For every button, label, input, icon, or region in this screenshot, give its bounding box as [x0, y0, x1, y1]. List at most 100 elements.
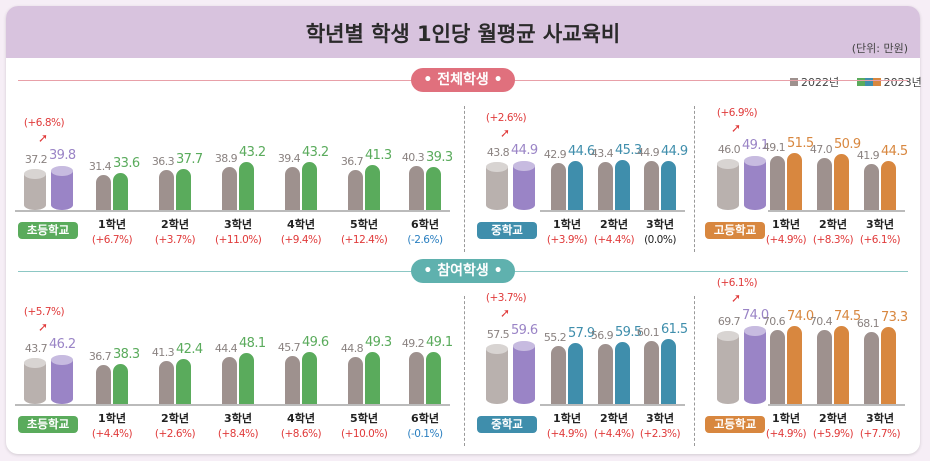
total-cylinder-2022 [486, 343, 508, 404]
total-cylinder-2023 [744, 155, 766, 210]
school-badge-high: 고등학교 [705, 222, 765, 239]
total-value-2022: 43.8 [486, 145, 510, 159]
bar-value-2023: 37.7 [176, 151, 203, 167]
unit-label: (단위: 만원) [851, 42, 908, 55]
bar-value-2023: 44.9 [661, 143, 688, 159]
panel-divider [694, 296, 695, 446]
bar-2022 [817, 330, 832, 404]
grade-label: 3학년 [646, 218, 674, 231]
bar-2022 [96, 175, 111, 210]
coin-icon [513, 160, 535, 171]
section-title-participating: • 참여학생 • [411, 259, 515, 283]
grade-label: 3학년 [646, 412, 674, 425]
bar-value-2023: 49.6 [302, 334, 329, 350]
grade-change: (+4.4%) [593, 234, 635, 246]
bar-value-2022: 36.7 [340, 154, 364, 168]
grade-label: 1학년 [772, 412, 800, 425]
grade-label: 5학년 [350, 412, 378, 425]
grade-change: (+4.9%) [546, 428, 588, 440]
legend-2022: 2022년 [801, 76, 840, 89]
grade-change: (+4.4%) [593, 428, 635, 440]
bar-value-2023: 74.0 [787, 309, 814, 325]
section-title-all: • 전체학생 • [411, 68, 515, 92]
bar-value-2023: 41.3 [365, 147, 392, 163]
coin-icon [513, 341, 535, 352]
bar-2022 [864, 163, 879, 210]
total-value-2023: 39.8 [49, 148, 76, 164]
bar-2023 [881, 161, 896, 210]
bar-2022 [285, 166, 300, 210]
grade-change: (+8.4%) [217, 428, 259, 440]
bar-value-2023: 45.3 [615, 143, 642, 159]
school-badge-middle: 중학교 [477, 222, 537, 239]
grade-change: (+8.3%) [812, 234, 854, 246]
grade-change: (+10.0%) [341, 428, 388, 440]
coin-icon [744, 155, 766, 166]
bar-2023 [365, 164, 380, 210]
grade-label: 3학년 [224, 218, 252, 231]
bar-value-2022: 70.6 [762, 314, 786, 328]
bar-value-2022: 68.1 [856, 317, 880, 331]
bar-2023 [239, 162, 254, 210]
up-arrow-icon: ➚ [500, 306, 511, 321]
bar-2022 [159, 360, 174, 404]
grade-label: 5학년 [350, 218, 378, 231]
bar-value-2022: 47.0 [809, 143, 833, 157]
grade-label: 3학년 [866, 412, 894, 425]
bar-2023 [661, 160, 676, 210]
bar-value-2022: 44.9 [636, 145, 660, 159]
grade-change: (+4.4%) [91, 428, 133, 440]
grade-label: 2학년 [600, 412, 628, 425]
bar-value-2022: 41.9 [856, 148, 880, 162]
total-cylinder-2022 [717, 159, 739, 210]
bar-2023 [113, 173, 128, 210]
baseline [768, 210, 905, 212]
bar-2023 [239, 353, 254, 404]
baseline [540, 404, 685, 406]
school-badge-middle: 중학교 [477, 416, 537, 433]
bar-value-2023: 43.2 [302, 145, 329, 161]
total-value-2022: 37.2 [24, 153, 48, 167]
bar-2023 [302, 162, 317, 210]
bar-value-2022: 55.2 [543, 331, 567, 345]
bar-2022 [409, 165, 424, 210]
bar-2022 [409, 352, 424, 404]
total-change: (+6.1%) [716, 277, 758, 290]
bar-value-2023: 51.5 [787, 136, 814, 152]
grade-change: (0.0%) [644, 234, 676, 246]
total-change: (+5.7%) [23, 306, 65, 319]
bar-value-2022: 43.4 [590, 147, 614, 161]
bar-value-2023: 61.5 [661, 322, 688, 338]
grade-change: (+2.3%) [639, 428, 681, 440]
grade-label: 4학년 [287, 218, 315, 231]
bar-2023 [176, 359, 191, 404]
coin-icon [486, 343, 508, 354]
grade-change: (+7.7%) [859, 428, 901, 440]
bar-2022 [644, 160, 659, 210]
bar-2023 [568, 343, 583, 404]
legend-swatch-2022 [790, 78, 798, 86]
bar-value-2023: 73.3 [881, 310, 908, 326]
bar-2022 [222, 167, 237, 210]
bar-2023 [365, 352, 380, 404]
total-value-2023: 74.0 [742, 308, 769, 324]
bar-value-2023: 48.1 [239, 336, 266, 352]
bar-value-2022: 60.1 [636, 325, 660, 339]
bar-2022 [285, 356, 300, 404]
bar-2022 [598, 162, 613, 210]
total-value-2022: 46.0 [717, 143, 741, 157]
legend-swatch-2023 [856, 78, 881, 86]
legend: 2022년 2023년 [790, 74, 922, 90]
bar-value-2023: 50.9 [834, 137, 861, 152]
bar-value-2022: 56.9 [590, 329, 614, 343]
grade-label: 2학년 [161, 412, 189, 425]
bar-2022 [551, 162, 566, 210]
grade-change: (+8.6%) [280, 428, 322, 440]
panel-divider [464, 296, 465, 446]
bar-2022 [222, 357, 237, 404]
grade-label: 3학년 [866, 218, 894, 231]
total-change: (+2.6%) [485, 111, 527, 124]
baseline [768, 404, 905, 406]
bar-value-2022: 45.7 [277, 341, 301, 354]
grade-change: (+6.1%) [859, 234, 901, 246]
